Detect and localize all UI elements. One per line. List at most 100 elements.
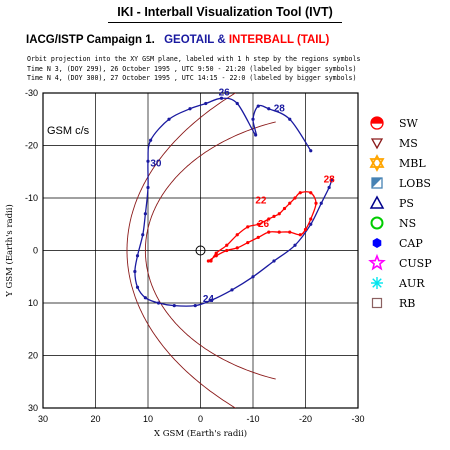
legend-item-ns: NS (370, 216, 416, 230)
orbit-point (293, 243, 297, 247)
legend: SW MS MBL LOBS PS NS CAP CUSP AUR RB (368, 116, 432, 310)
x-tick-label: 30 (38, 414, 48, 424)
legend-item-rb: RB (371, 297, 415, 310)
subtitle-line-3: Time N 4, (DOY 300), 27 October 1995 , U… (27, 74, 357, 82)
orbit-point (143, 296, 147, 300)
orbit-point (135, 254, 140, 258)
title-underline (108, 22, 342, 23)
frame-label: GSM c/s (47, 125, 90, 137)
orbit-point (209, 259, 213, 263)
legend-item-cusp: CUSP (368, 253, 432, 271)
orbit-point (235, 101, 239, 106)
orbit-point (267, 230, 271, 234)
amp: & (217, 34, 226, 46)
orbit-point (309, 191, 313, 195)
earth-marker (195, 245, 206, 256)
orbit-point (309, 217, 313, 221)
orbit-point (277, 212, 281, 216)
magnetopause-curve (144, 121, 276, 380)
legend-item-aur: AUR (371, 277, 425, 290)
hour-label: 22 (255, 195, 267, 206)
y-tick-label: -10 (25, 193, 38, 203)
legend-item-cap: CAP (372, 237, 423, 250)
subtitle-line-2: Time N 3, (DOY 299), 26 October 1995 , U… (27, 65, 357, 73)
orbit-point (256, 104, 260, 108)
orbit-point (251, 275, 255, 279)
orbit-point (141, 233, 145, 237)
legend-label: PS (399, 197, 414, 210)
x-tick-label: 10 (143, 414, 153, 424)
legend-label: RB (399, 297, 415, 310)
orbit-point (288, 117, 292, 121)
orbit-point (156, 301, 161, 305)
plot-frame (42, 92, 359, 409)
orbit-point (214, 254, 218, 258)
subtitle-line-1: Orbit projection into the XY GSM plane, … (27, 55, 361, 63)
orbit-point (246, 241, 250, 245)
orbit-point (293, 196, 297, 200)
orbit-point (267, 107, 271, 111)
orbit-point (288, 230, 292, 234)
legend-item-mbl: MBL (369, 154, 426, 172)
orbit-point (327, 185, 331, 190)
legend-label: NS (399, 217, 416, 230)
orbit-point (214, 251, 218, 255)
orbit-point (146, 185, 150, 190)
orbit-line (134, 97, 333, 307)
orbit-point (277, 230, 281, 234)
half-square-symbol (372, 178, 382, 188)
star5-symbol (368, 253, 386, 271)
hexagon-symbol (372, 238, 382, 248)
legend-label: CUSP (399, 257, 432, 270)
series-geotail (133, 96, 334, 308)
square-symbol (371, 297, 383, 309)
orbit-point (256, 235, 260, 239)
orbit-point (143, 212, 147, 216)
sat2-name: INTERBALL (TAIL) (228, 34, 330, 46)
orbit-point (272, 259, 276, 263)
orbit-point (172, 304, 176, 308)
orbit-point (193, 304, 197, 308)
x-tick-label: -20 (299, 414, 312, 424)
y-tick-label: 0 (33, 246, 38, 256)
orbit-point (298, 233, 302, 237)
x-tick-label: -10 (246, 414, 259, 424)
legend-label: SW (399, 117, 419, 130)
y-tick-label: -30 (25, 88, 38, 98)
orbit-point (272, 214, 276, 218)
orbit-point (149, 138, 153, 142)
asterisk-symbol (372, 278, 382, 288)
orbit-point (219, 96, 224, 100)
legend-label: AUR (398, 277, 425, 290)
orbit-point (267, 217, 271, 221)
orbit-point (135, 285, 140, 289)
legend-label: LOBS (399, 177, 431, 190)
orbit-point (314, 201, 318, 205)
y-tick-label: 20 (28, 351, 38, 361)
y-tick-label: 10 (28, 298, 38, 308)
hour-label: 30 (150, 159, 162, 170)
x-tick-label: 20 (90, 414, 100, 424)
legend-label: CAP (399, 237, 423, 250)
hour-label: 26 (219, 88, 231, 99)
legend-item-lobs: LOBS (371, 177, 431, 190)
legend-label: MBL (399, 157, 426, 170)
orbit-point (204, 101, 208, 106)
series-interball (206, 191, 318, 263)
y-tick-label: -20 (25, 141, 38, 151)
hour-label: 26 (258, 219, 270, 230)
orbit-point (235, 246, 239, 250)
orbit-point (225, 248, 229, 253)
triangle-up-symbol (369, 195, 385, 209)
y-tick-label: 30 (28, 403, 38, 413)
orbit-point (282, 206, 287, 211)
legend-label: MS (399, 137, 418, 150)
x-tick-label: 0 (198, 414, 203, 424)
hour-label: 28 (324, 174, 336, 185)
legend-item-ps: PS (369, 195, 414, 210)
orbit-point (209, 298, 213, 302)
campaign-name: IACG/ISTP Campaign 1. (26, 34, 155, 46)
orbit-point (206, 259, 210, 263)
